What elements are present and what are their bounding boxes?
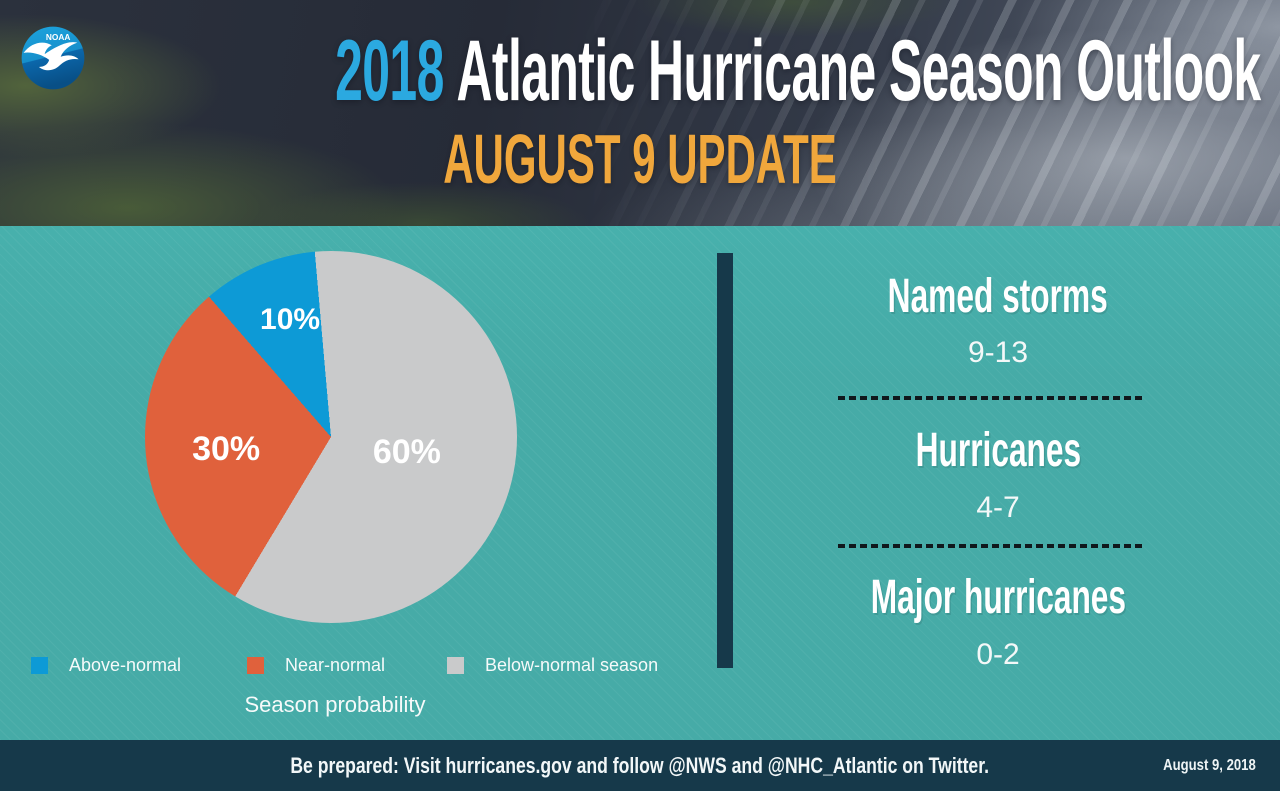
stat-label-named-storms: Named storms xyxy=(887,270,1109,323)
pie-label-above-normal: 10% xyxy=(260,302,321,336)
stat-label-hurricanes: Hurricanes xyxy=(915,424,1081,477)
legend-item-above-normal: Above-normal xyxy=(31,654,182,675)
pie-chart: 10% 30% 60% xyxy=(145,251,517,623)
stat-range-named-storms: 9-13 xyxy=(967,336,1029,369)
footer-message: Be prepared: Visit hurricanes.gov and fo… xyxy=(290,752,990,778)
footer-date: August 9, 2018 xyxy=(1163,756,1256,774)
dotted-divider xyxy=(838,396,1142,400)
legend-swatch-above-normal xyxy=(31,656,48,674)
stat-label-major-hurricanes: Major hurricanes xyxy=(870,571,1126,624)
legend-swatch-near-normal xyxy=(247,656,264,674)
page-title: 2018 Atlantic Hurricane Season Outlook xyxy=(0,28,1280,114)
stat-range-hurricanes: 4-7 xyxy=(976,491,1020,524)
noaa-logo-text: NOAA xyxy=(46,32,70,42)
vertical-divider xyxy=(717,253,733,668)
chart-title: Season probability xyxy=(244,692,426,717)
footer-bar: Be prepared: Visit hurricanes.gov and fo… xyxy=(0,740,1280,791)
page-subtitle: AUGUST 9 UPDATE xyxy=(0,124,1280,194)
legend-swatch-below-normal xyxy=(447,656,464,674)
legend-item-below-normal: Below-normal season xyxy=(447,654,659,675)
noaa-logo: NOAA xyxy=(21,26,85,90)
dotted-divider xyxy=(838,544,1142,548)
legend-item-near-normal: Near-normal xyxy=(247,654,386,675)
stat-range-major-hurricanes: 0-2 xyxy=(976,638,1020,671)
legend-label-near-normal: Near-normal xyxy=(285,654,386,675)
title-year: 2018 xyxy=(335,23,444,119)
pie-label-below-normal: 60% xyxy=(372,432,441,471)
legend-label-below-normal: Below-normal season xyxy=(485,654,659,675)
outlook-stats: Named storms 9-13 Hurricanes 4-7 Major h… xyxy=(733,226,1263,740)
header-banner: NOAA 2018 Atlantic Hurricane Season Outlo… xyxy=(0,0,1280,226)
pie-label-near-normal: 30% xyxy=(192,429,261,468)
legend-label-above-normal: Above-normal xyxy=(69,654,182,675)
subtitle-text: AUGUST 9 UPDATE xyxy=(443,120,837,198)
main-content: 10% 30% 60% Above-normal Near-normal Bel… xyxy=(0,226,1280,740)
noaa-seagull-icon: NOAA xyxy=(21,26,85,90)
title-text: Atlantic Hurricane Season Outlook xyxy=(456,23,1261,119)
